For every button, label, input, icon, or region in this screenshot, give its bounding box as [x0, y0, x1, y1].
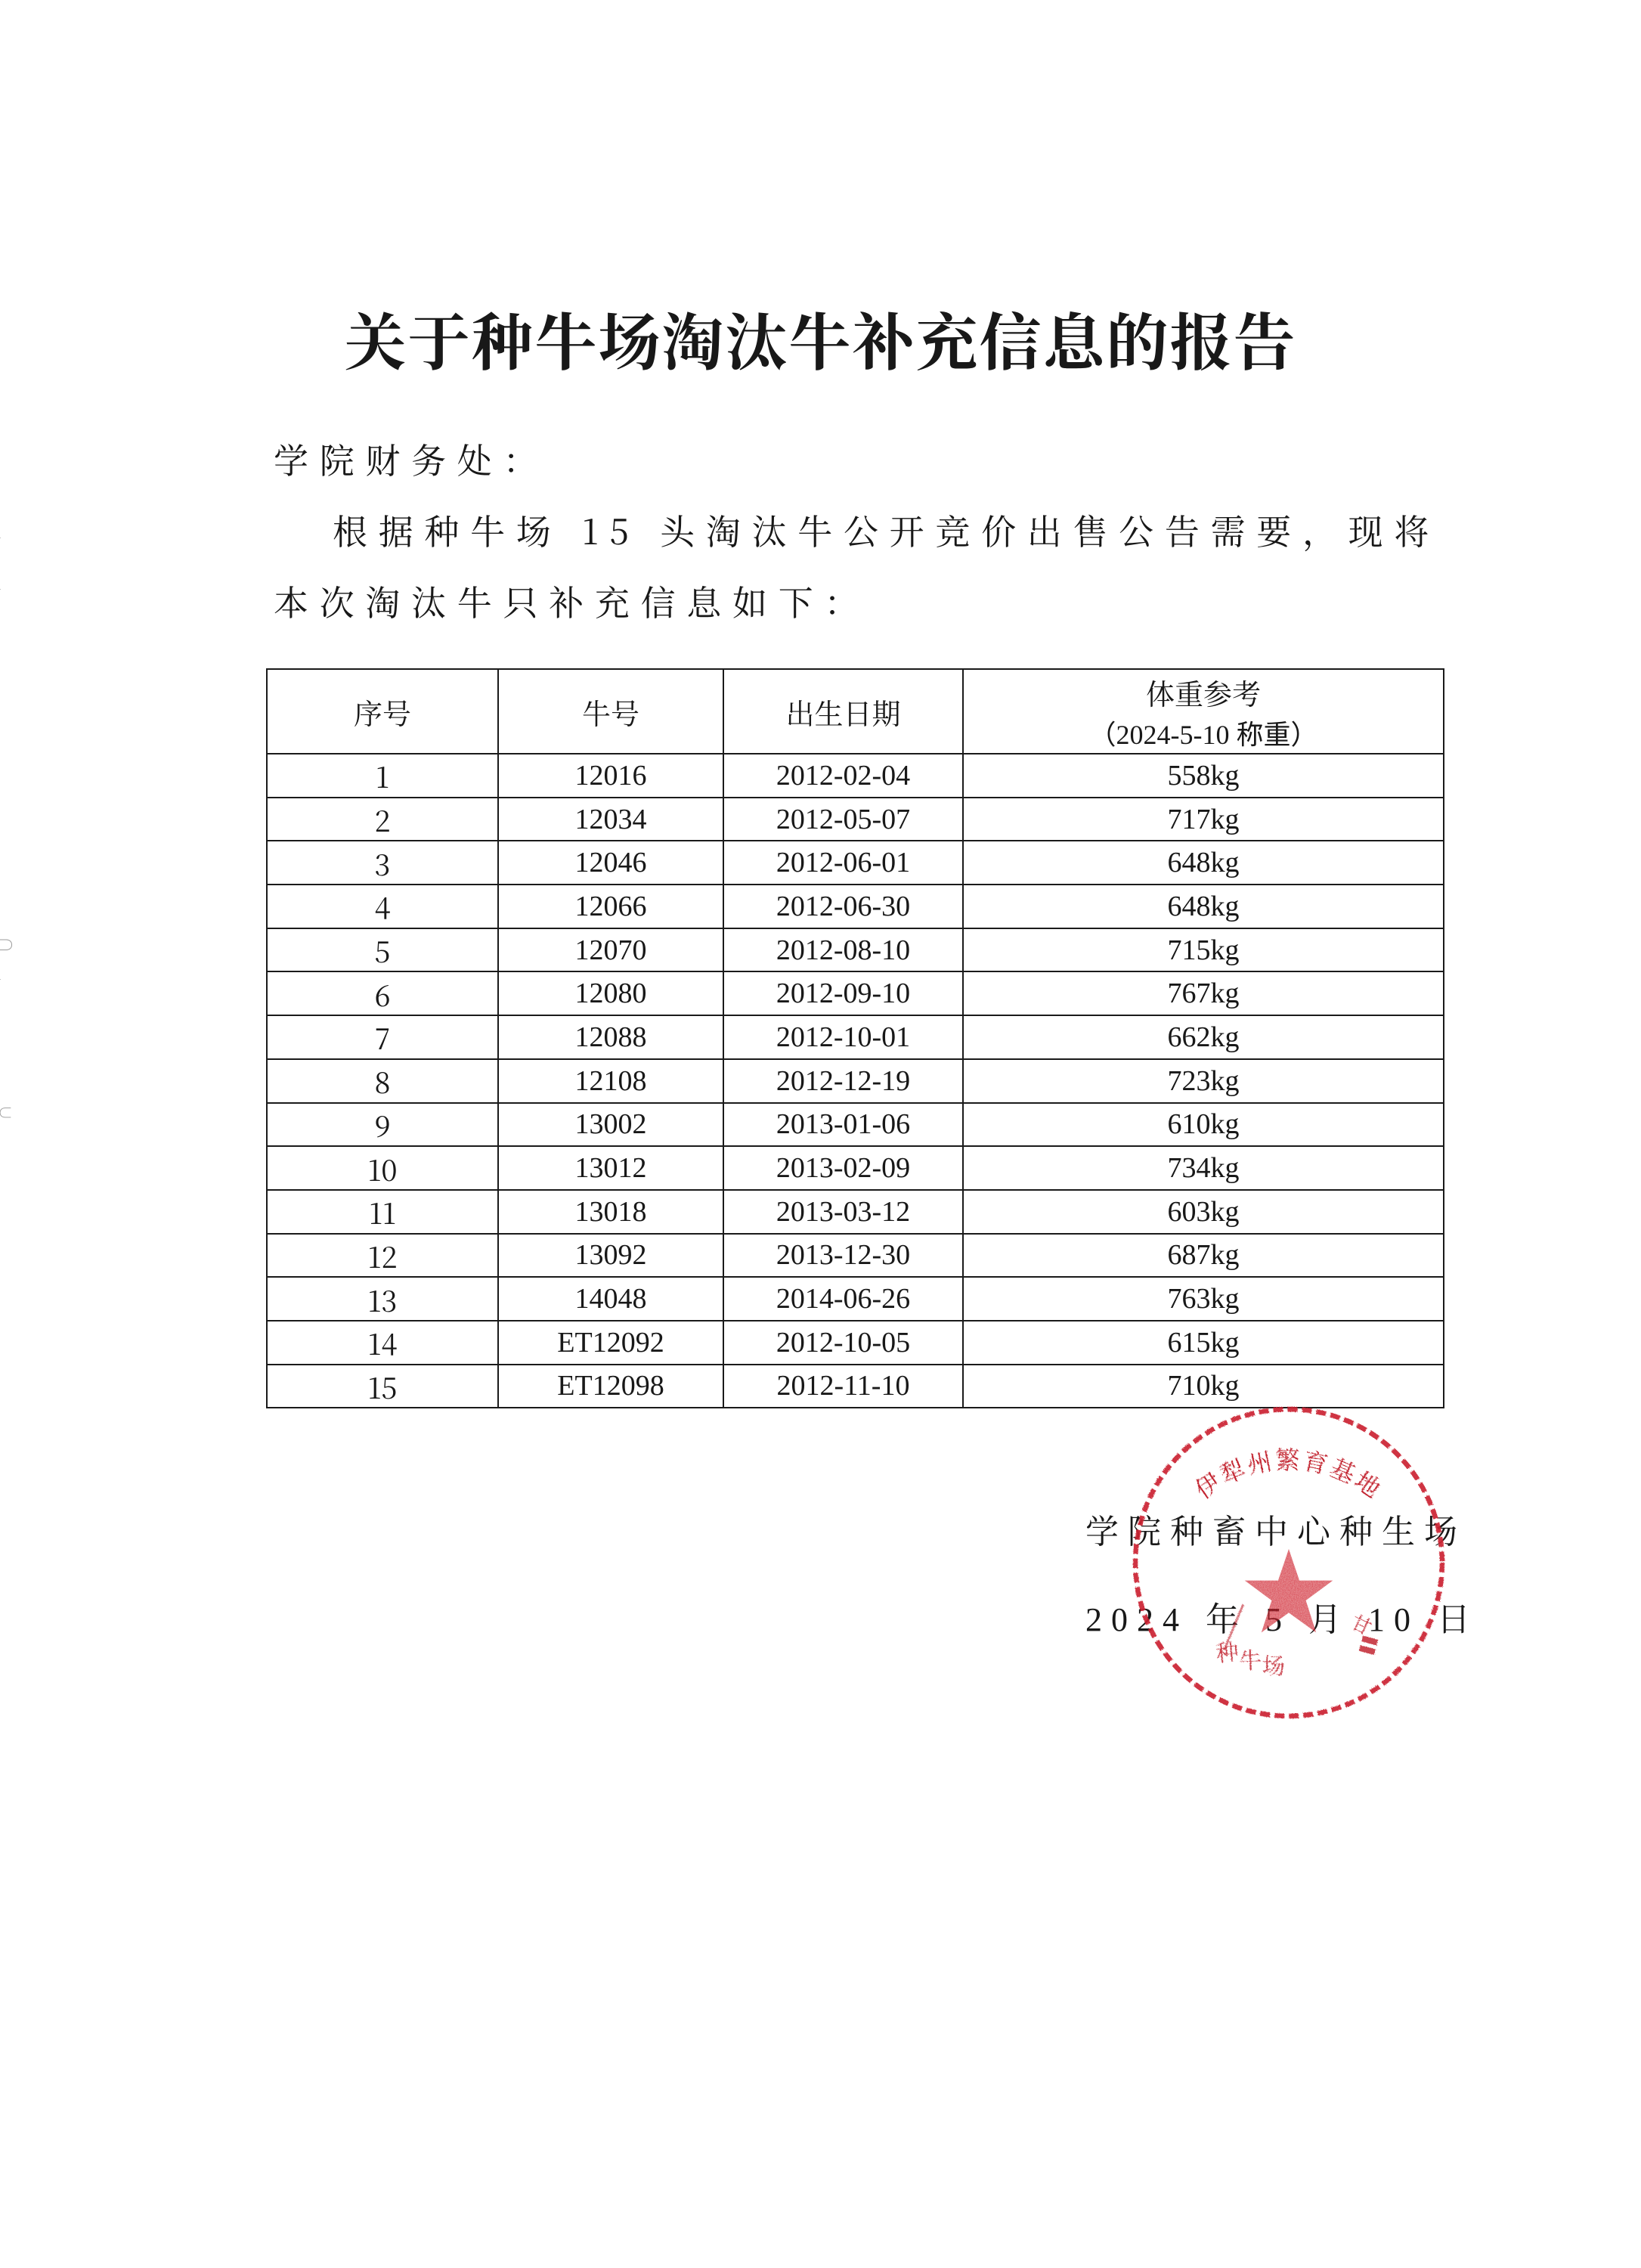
- svg-text:牛: 牛: [1238, 1642, 1262, 1676]
- svg-text:种: 种: [1215, 1633, 1240, 1668]
- svg-text:伊犁州繁育基地: 伊犁州繁育基地: [1187, 1442, 1390, 1506]
- svg-text:场: 场: [1262, 1648, 1285, 1681]
